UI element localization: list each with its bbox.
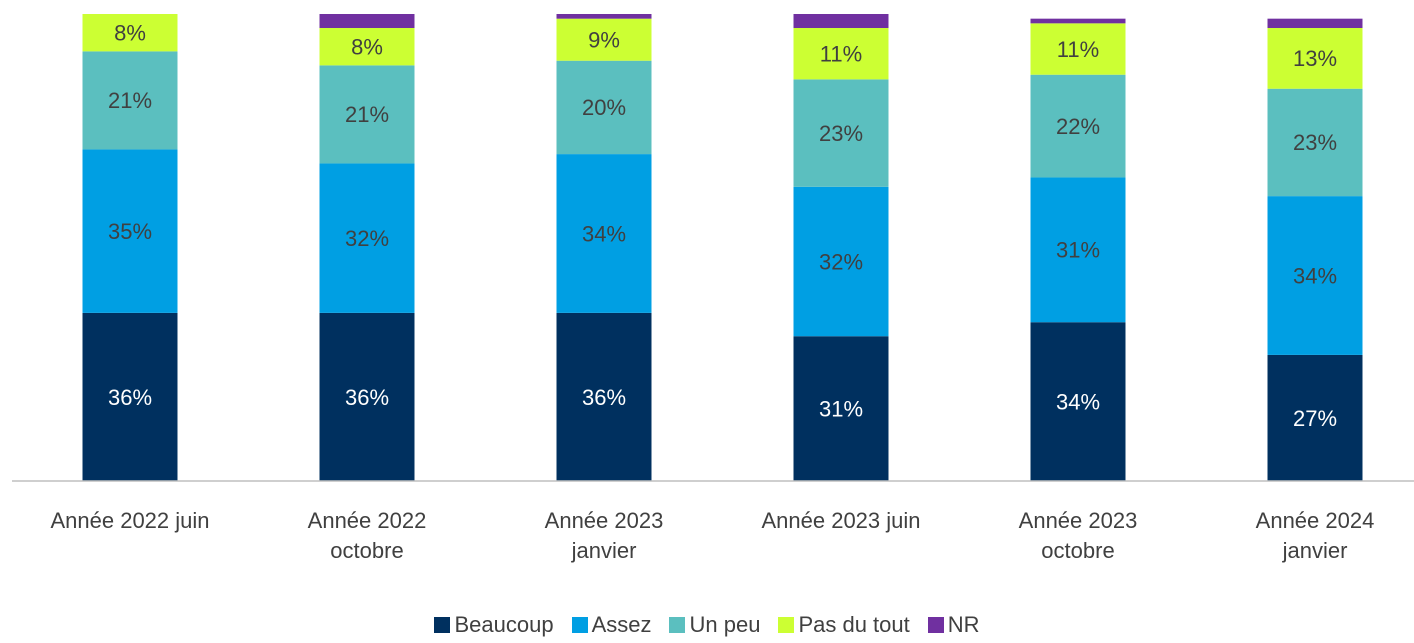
bar-segment [793, 28, 889, 80]
legend-swatch [571, 617, 588, 633]
bar-segment [319, 14, 415, 29]
data-label: 32% [345, 226, 389, 251]
legend-label: Beaucoup [454, 612, 554, 637]
bar-segment [1267, 28, 1363, 89]
legend-swatch [434, 617, 451, 633]
legend-item: Pas du tout [778, 612, 910, 638]
x-tick-label: Année 2024 janvier [1255, 508, 1375, 563]
bar-segment [1267, 88, 1363, 197]
data-label: 31% [819, 396, 863, 421]
data-label: 31% [1056, 238, 1100, 263]
bar-segment [793, 14, 889, 29]
legend-swatch [778, 617, 795, 633]
legend-label: NR [947, 612, 980, 637]
legend-item: Assez [571, 612, 652, 638]
data-label: 36% [345, 385, 389, 410]
data-label: 22% [1056, 114, 1100, 139]
data-label: 34% [1056, 389, 1100, 414]
bar-segment [82, 149, 178, 313]
legend-swatch [927, 617, 944, 633]
legend-swatch [669, 617, 686, 633]
bar-segment [556, 60, 652, 155]
x-tick-label: Année 2022 juin [50, 508, 210, 533]
bar-segment [319, 312, 415, 481]
legend-label: Pas du tout [798, 612, 910, 637]
bar-segment [319, 65, 415, 164]
bar-segment [1030, 23, 1126, 75]
bar-segment [319, 28, 415, 66]
data-label: 34% [582, 221, 626, 246]
data-label: 9% [588, 27, 620, 52]
bar-segment [556, 14, 652, 19]
x-tick-label: Année 2023 juin [761, 508, 921, 533]
x-tick-label: Année 2023 octobre [1018, 508, 1138, 563]
data-label: 27% [1293, 406, 1337, 431]
data-label: 13% [1293, 46, 1337, 71]
data-label: 21% [108, 88, 152, 113]
bar-segment [556, 154, 652, 313]
bar-segment [556, 312, 652, 481]
bar-segment [1030, 18, 1126, 24]
legend-label: Assez [591, 612, 652, 637]
x-tick-label: Année 2023 janvier [544, 508, 664, 563]
x-tick-label: Année 2022 octobre [307, 508, 427, 563]
data-label: 23% [819, 121, 863, 146]
bar-segment [793, 186, 889, 337]
bar-segment [1030, 177, 1126, 323]
data-label: 35% [108, 219, 152, 244]
data-label: 36% [108, 385, 152, 410]
bar-segment [82, 14, 178, 52]
data-label: 11% [820, 42, 862, 67]
data-label: 34% [1293, 263, 1337, 288]
bar-segment [556, 18, 652, 61]
bar-segment [319, 163, 415, 313]
data-label: 36% [582, 385, 626, 410]
data-label: 11% [1057, 37, 1099, 62]
legend: Beaucoup Assez Un peu Pas du tout NR [0, 612, 1414, 638]
bar-segment [793, 79, 889, 187]
bar-segment [82, 51, 178, 150]
legend-item: Un peu [669, 612, 760, 638]
bar-segment [793, 336, 889, 481]
legend-item: NR [927, 612, 980, 638]
bar-segment [1030, 74, 1126, 178]
data-label: 8% [114, 20, 146, 45]
data-label: 32% [819, 249, 863, 274]
data-label: 23% [1293, 130, 1337, 155]
legend-label: Un peu [689, 612, 761, 637]
data-label: 21% [345, 102, 389, 127]
bar-segment [1267, 354, 1363, 481]
bar-segment [1267, 18, 1363, 29]
data-label: 20% [582, 95, 626, 120]
data-label: 8% [351, 35, 383, 60]
bar-segment [1030, 322, 1126, 481]
bar-segment [1267, 196, 1363, 355]
legend-item: Beaucoup [434, 612, 554, 638]
bar-segment [82, 312, 178, 481]
